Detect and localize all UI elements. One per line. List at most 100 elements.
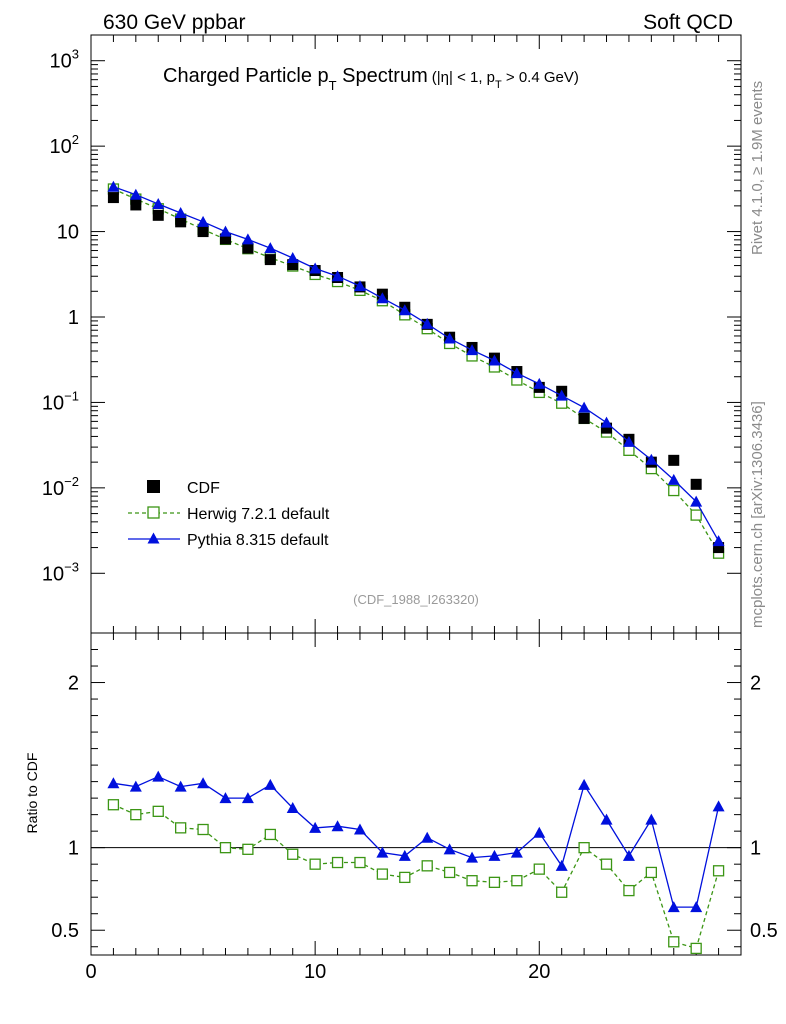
main-point-cdf [713, 542, 725, 554]
ratio-y-tick-label-right: 0.5 [750, 920, 778, 942]
ratio-point-pythia [174, 780, 187, 792]
ratio-point-pythia [466, 851, 479, 863]
ratio-point-pythia [219, 792, 232, 804]
ratio-point-pythia [645, 813, 658, 825]
main-point-pythia [488, 354, 501, 366]
main-point-pythia [533, 377, 546, 389]
header-category-label: Soft QCD [643, 11, 733, 34]
legend-marker-herwig [147, 506, 160, 519]
mcplots-url-label: mcplots.cern.ch [arXiv:1306.3436] [749, 401, 766, 628]
ratio-point-herwig [107, 799, 120, 811]
ratio-point-pythia [667, 901, 680, 913]
main-point-pythia [353, 280, 366, 292]
ratio-y-tick-label-left: 1 [68, 838, 79, 860]
main-point-pythia [578, 401, 591, 413]
main-point-pythia [600, 416, 613, 428]
main-y-tick-label: 103 [50, 47, 79, 73]
ratio-point-herwig [287, 848, 299, 860]
ratio-point-pythia [712, 800, 725, 812]
ratio-point-herwig [309, 858, 321, 870]
main-point-pythia [331, 270, 344, 282]
main-point-cdf [175, 216, 187, 228]
ratio-point-herwig [175, 822, 187, 834]
ratio-point-pythia [533, 826, 546, 838]
ratio-point-pythia [600, 813, 613, 825]
main-y-tick-label: 10−1 [42, 388, 79, 414]
ratio-point-herwig [645, 866, 657, 879]
ratio-point-pythia [578, 778, 591, 790]
main-point-pythia [510, 367, 523, 379]
legend: CDF Herwig 7.2.1 default Pythia 8.315 de… [128, 480, 330, 549]
x-tick-label: 10 [304, 961, 326, 983]
ratio-plot-panel: 0.5 0.5 1 1 2 2 0 10 20 Ratio to CDF [24, 632, 778, 983]
legend-marker-pythia [147, 532, 160, 544]
main-point-pythia [667, 473, 680, 485]
ratio-point-pythia [398, 849, 411, 861]
ratio-plot-frame [90, 632, 742, 956]
ratio-point-pythia [443, 843, 456, 855]
ratio-point-herwig [219, 842, 232, 854]
ratio-point-herwig [466, 875, 478, 887]
ratio-point-herwig [511, 875, 523, 887]
main-series-layer [107, 180, 725, 559]
ratio-point-herwig [331, 856, 344, 869]
main-point-pythia [398, 304, 411, 316]
main-point-cdf [264, 254, 276, 266]
ratio-point-pythia [264, 778, 277, 790]
legend-marker-cdf [147, 480, 160, 493]
ratio-point-pythia [286, 802, 299, 814]
main-axis-ticks [90, 34, 742, 633]
main-point-herwig [668, 484, 680, 497]
plot-title-cut: (|η| < 1, p [432, 69, 495, 86]
legend-label-pythia: Pythia 8.315 default [187, 532, 329, 549]
ratio-point-pythia [622, 849, 635, 861]
main-point-pythia [645, 453, 658, 465]
main-point-pythia [421, 317, 434, 329]
x-tick-label: 20 [528, 961, 550, 983]
main-point-pythia [129, 188, 142, 200]
ratio-point-pythia [197, 777, 210, 789]
main-point-cdf [690, 478, 702, 490]
ratio-point-pythia [488, 849, 501, 861]
main-y-tick-label: 10−3 [42, 559, 79, 585]
ratio-y-axis-label: Ratio to CDF [24, 753, 40, 834]
header-collision-label: 630 GeV ppbar [103, 11, 245, 34]
legend-label-cdf: CDF [187, 480, 220, 497]
ratio-y-tick-label-left: 2 [68, 673, 79, 695]
ratio-point-pythia [152, 770, 165, 782]
main-point-cdf [601, 422, 613, 434]
ratio-point-herwig [197, 823, 209, 836]
main-line-pythia [113, 186, 720, 542]
main-point-pythia [264, 242, 277, 254]
ratio-point-herwig [533, 863, 545, 875]
main-y-tick-label: 102 [50, 132, 79, 158]
ratio-y-tick-label-right: 2 [750, 673, 761, 695]
ratio-point-herwig [578, 842, 590, 854]
main-point-pythia [622, 435, 635, 447]
ratio-point-pythia [129, 780, 142, 792]
ratio-point-pythia [309, 821, 322, 833]
ratio-point-herwig [152, 805, 164, 817]
main-point-cdf [242, 242, 254, 254]
ratio-point-pythia [331, 820, 344, 832]
main-point-cdf [287, 259, 299, 271]
ratio-axis-ticks [90, 633, 742, 955]
ratio-series-layer [107, 770, 725, 955]
main-point-pythia [219, 225, 232, 237]
ratio-point-herwig [354, 856, 366, 869]
ratio-point-herwig [421, 860, 433, 872]
ratio-point-herwig [600, 858, 613, 870]
main-point-pythia [197, 215, 210, 227]
main-line-herwig [113, 188, 720, 554]
ratio-point-pythia [510, 846, 523, 858]
ratio-point-herwig [443, 866, 456, 879]
ratio-point-herwig [399, 871, 411, 884]
x-tick-labels: 0 10 20 [85, 961, 550, 983]
ratio-point-herwig [242, 843, 254, 855]
ratio-y-tick-label-right: 1 [750, 838, 761, 860]
legend-label-herwig: Herwig 7.2.1 default [187, 506, 330, 523]
main-point-cdf [130, 199, 142, 211]
